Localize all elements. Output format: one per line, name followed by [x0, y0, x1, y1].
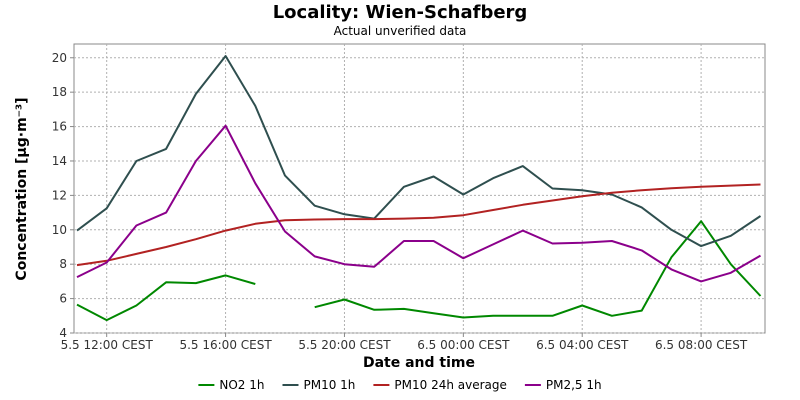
- x-tick-label: 6.5 04:00 CEST: [536, 338, 629, 352]
- legend-item[interactable]: PM2,5 1h: [524, 378, 602, 392]
- x-tick-label: 6.5 08:00 CEST: [655, 338, 748, 352]
- legend: NO2 1h PM10 1h PM10 24h average PM2,5 1h: [198, 378, 602, 392]
- legend-label: PM10 24h average: [394, 378, 507, 392]
- x-tick-label: 5.5 16:00 CEST: [179, 338, 272, 352]
- series-segment: [76, 55, 762, 248]
- x-tick-label: 5.5 12:00 CEST: [61, 338, 154, 352]
- series-line: [76, 55, 762, 248]
- y-tick-label: 16: [52, 120, 67, 134]
- series-lines: [76, 55, 762, 322]
- y-tick-label: 6: [59, 292, 67, 306]
- series-segment: [76, 274, 256, 322]
- y-tick-label: 18: [52, 85, 67, 99]
- y-tick-label: 4: [59, 326, 67, 340]
- legend-label: NO2 1h: [219, 378, 264, 392]
- x-axis-label: Date and time: [363, 355, 475, 371]
- y-tick-label: 8: [59, 257, 67, 271]
- chart-subtitle: Actual unverified data: [334, 24, 467, 38]
- x-tick-label: 6.5 00:00 CEST: [417, 338, 510, 352]
- series-line: [76, 124, 762, 283]
- axis-ticks: 4 6 8 10 12 14 16 18 20 5.5 12:00 CEST 5.5 16:00 C…: [52, 51, 748, 352]
- legend-item[interactable]: PM10 1h: [282, 378, 355, 392]
- legend-label: PM10 1h: [303, 378, 355, 392]
- y-axis-label: Concentration [µg·m⁻³]: [14, 97, 30, 280]
- legend-item[interactable]: NO2 1h: [198, 378, 265, 392]
- y-tick-label: 12: [52, 188, 67, 202]
- grid-lines: [74, 44, 765, 334]
- y-tick-label: 14: [52, 154, 67, 168]
- y-tick-label: 20: [52, 51, 67, 65]
- legend-item[interactable]: PM10 24h average: [373, 378, 507, 392]
- series-line: [76, 220, 762, 322]
- series-line: [76, 183, 761, 267]
- legend-label: PM2,5 1h: [546, 378, 602, 392]
- series-segment: [314, 220, 762, 319]
- x-tick-label: 5.5 20:00 CEST: [298, 338, 391, 352]
- y-tick-label: 10: [52, 223, 67, 237]
- chart-title: Locality: Wien-Schafberg: [273, 2, 528, 23]
- series-segment: [76, 183, 761, 267]
- series-segment: [76, 124, 762, 283]
